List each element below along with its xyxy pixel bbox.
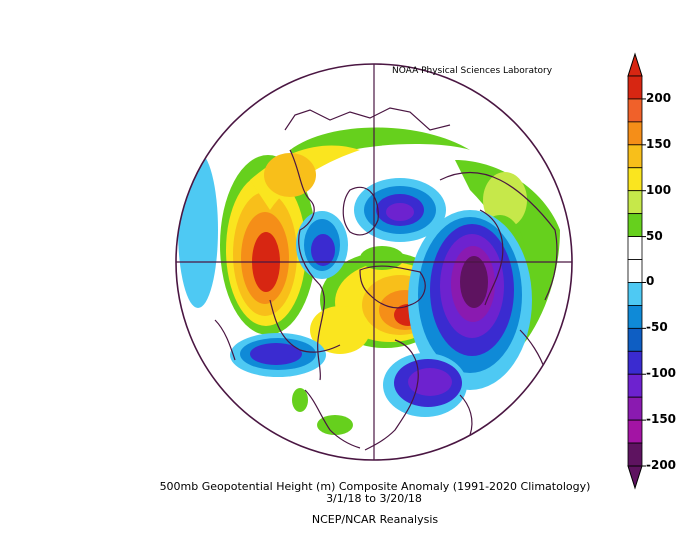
colorbar-swatch [627,213,643,237]
colorbar-swatch [627,373,643,398]
colorbar-tick-label: 100 [646,182,672,197]
positive-anomaly-arctic-arc [250,127,470,210]
colorbar-swatch [627,305,643,329]
credit-text: NOAA Physical Sciences Laboratory [392,66,553,76]
colorbar-tick-label: -50 [646,320,668,335]
colorbar-swatch [627,350,643,375]
negative-anomaly-east-atlantic [230,333,326,377]
colorbar [627,52,646,490]
negative-anomaly-siberia [408,210,532,390]
colorbar-tick-label: -100 [646,366,677,381]
negative-anomaly-pole [354,178,446,242]
colorbar-swatch [627,121,643,146]
colorbar-swatch [627,236,643,260]
colorbar-swatch [627,75,643,100]
negative-anomaly-north-america [296,211,348,279]
negative-anomaly-pacific-rim [178,152,218,308]
colorbar-tick-label: -200 [646,458,677,472]
caption-dates: 3/1/18 to 3/20/18 [326,492,422,505]
colorbar-swatch [627,98,643,123]
colorbar-swatch [627,190,643,215]
positive-anomaly-west-pacific [220,155,316,335]
meridian-lines [176,64,572,460]
colorbar-bottom-arrow [627,465,643,490]
colorbar-swatch [627,282,643,306]
caption-title: 500mb Geopotential Height (m) Composite … [159,480,591,493]
colorbar-swatch [627,419,643,444]
negative-anomaly-asia-lower [383,353,467,417]
small-positive-patches [292,246,404,435]
colorbar-swatch [627,259,643,283]
colorbar-tick-label: 50 [646,228,663,243]
colorbar-tick-label: 0 [646,274,655,289]
colorbar-tick-label: 200 [646,90,672,105]
colorbar-tick-label: 150 [646,136,672,151]
coastlines [214,107,558,451]
colorbar-swatch [627,144,643,169]
colorbar-swatch [627,396,643,421]
caption-source: NCEP/NCAR Reanalysis [311,513,439,526]
colorbar-tick-label: -150 [646,412,677,427]
hemisphere-outline [175,63,573,461]
colorbar-swatch [627,442,643,467]
colorbar-swatch [627,167,643,192]
colorbar-swatch [627,327,643,352]
colorbar-top-arrow [627,52,643,77]
